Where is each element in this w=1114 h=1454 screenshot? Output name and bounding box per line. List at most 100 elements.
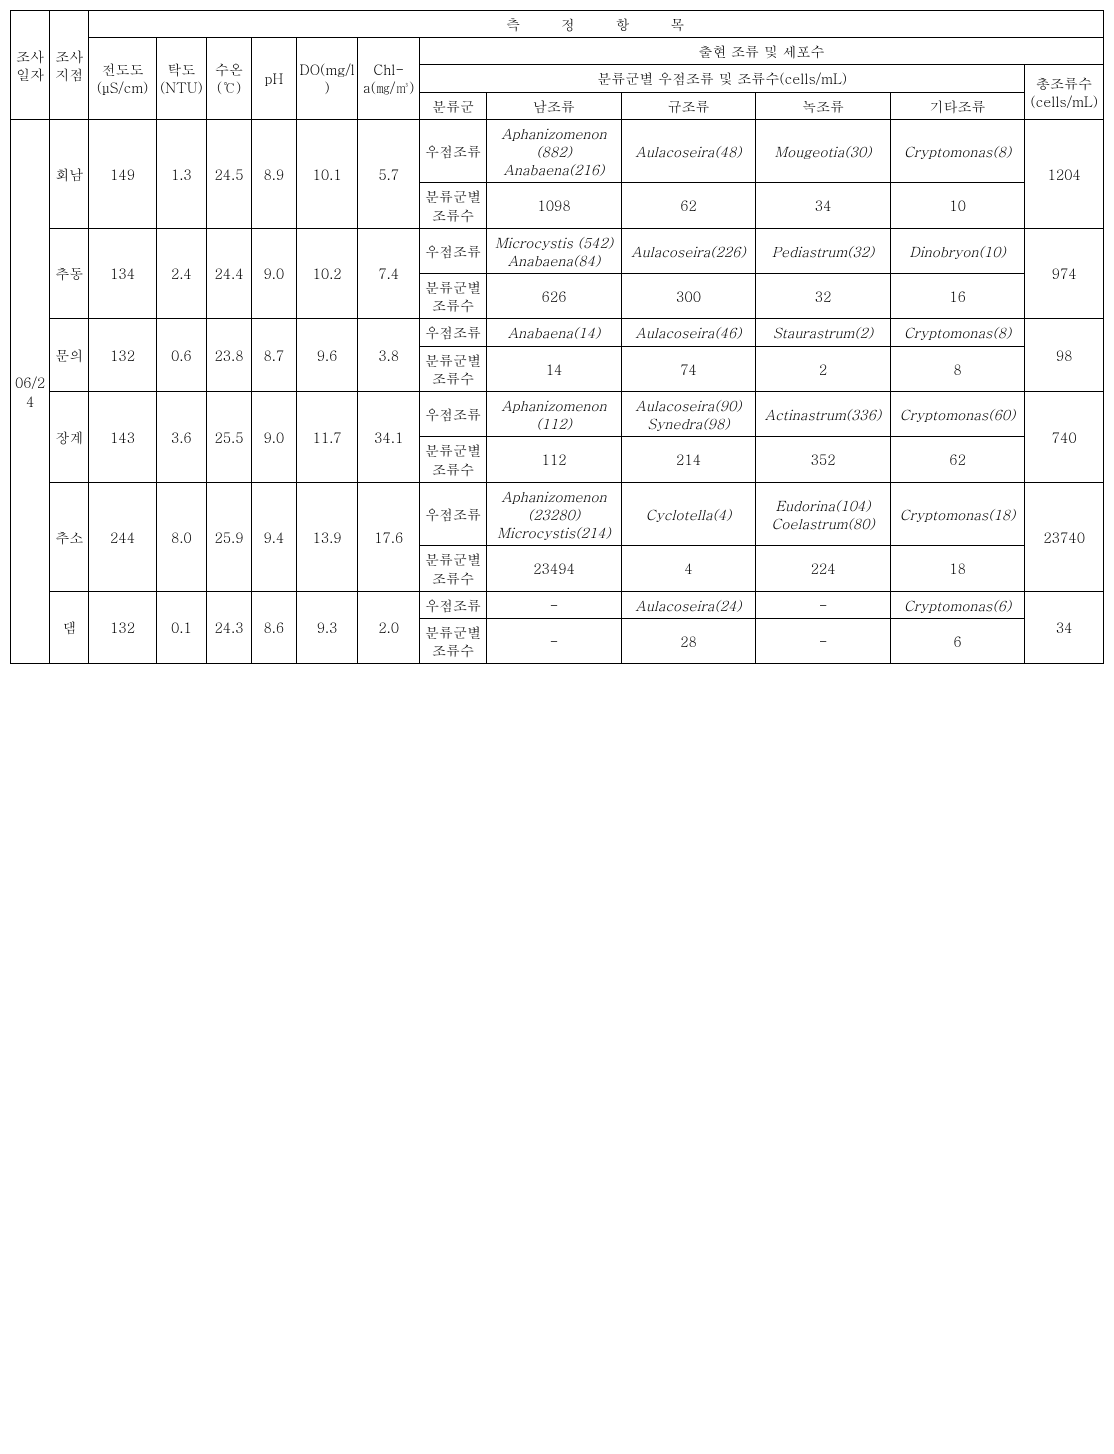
hdr-dominant-by-group: 분류군별 우점조류 및 조류수(cells/mL) [420, 65, 1025, 92]
cell-count-cyano: - [487, 618, 622, 663]
hdr-survey-date: 조사일자 [11, 11, 50, 120]
cell-point: 문의 [50, 319, 89, 392]
hdr-other-algae: 기타조류 [890, 92, 1025, 119]
cell-count-green: - [756, 618, 891, 663]
cell-water-temp: 23.8 [207, 319, 252, 392]
algae-measurement-table: 조사일자 조사지점 측 정 항 목 전도도(μS/cm) 탁도(NTU) 수온(… [10, 10, 1104, 664]
cell-count-other: 62 [890, 437, 1025, 482]
cell-count-other: 6 [890, 618, 1025, 663]
cell-dominant-diatom: Aulacoseira(90) Synedra(98) [621, 392, 756, 437]
cell-dominant-green: Pediastrum(32) [756, 228, 891, 273]
cell-turbidity: 0.1 [156, 591, 206, 664]
cell-dominant-cyano: Aphanizomenon (23280) Microcystis(214) [487, 482, 622, 546]
cell-water-temp: 24.5 [207, 119, 252, 228]
hdr-turbidity: 탁도(NTU) [156, 38, 206, 120]
cell-dominant-green: - [756, 591, 891, 618]
cell-dominant-other: Cryptomonas(60) [890, 392, 1025, 437]
cell-water-temp: 24.3 [207, 591, 252, 664]
cell-do: 9.6 [296, 319, 358, 392]
cell-dominant-other: Cryptomonas(18) [890, 482, 1025, 546]
cell-count-other: 16 [890, 274, 1025, 319]
cell-dominant-other: Dinobryon(10) [890, 228, 1025, 273]
cell-count-other: 10 [890, 183, 1025, 228]
cell-count-cyano: 1098 [487, 183, 622, 228]
cell-total: 974 [1025, 228, 1104, 319]
cell-conductivity: 134 [89, 228, 156, 319]
hdr-conductivity: 전도도(μS/cm) [89, 38, 156, 120]
cell-chla: 5.7 [358, 119, 420, 228]
cell-conductivity: 132 [89, 591, 156, 664]
cell-count-diatom: 300 [621, 274, 756, 319]
cell-dominant-cyano: Aphanizomenon (112) [487, 392, 622, 437]
cell-row-label: 분류군별조류수 [420, 274, 487, 319]
cell-dominant-green: Actinastrum(336) [756, 392, 891, 437]
cell-count-green: 34 [756, 183, 891, 228]
cell-count-diatom: 214 [621, 437, 756, 482]
cell-turbidity: 3.6 [156, 392, 206, 483]
cell-count-other: 8 [890, 346, 1025, 391]
hdr-chla: Chl-a(㎎/㎥) [358, 38, 420, 120]
cell-row-label: 분류군별조류수 [420, 618, 487, 663]
cell-dominant-other: Cryptomonas(8) [890, 319, 1025, 346]
hdr-total-algae: 총조류수(cells/mL) [1025, 65, 1104, 119]
cell-do: 10.2 [296, 228, 358, 319]
cell-conductivity: 149 [89, 119, 156, 228]
cell-dominant-other: Cryptomonas(6) [890, 591, 1025, 618]
cell-ph: 9.0 [251, 228, 296, 319]
cell-row-label: 우점조류 [420, 228, 487, 273]
cell-dominant-cyano: Anabaena(14) [487, 319, 622, 346]
cell-ph: 9.0 [251, 392, 296, 483]
cell-count-cyano: 626 [487, 274, 622, 319]
cell-dominant-cyano: Microcystis (542) Anabaena(84) [487, 228, 622, 273]
cell-count-green: 224 [756, 546, 891, 591]
cell-count-cyano: 23494 [487, 546, 622, 591]
cell-row-label: 우점조류 [420, 319, 487, 346]
hdr-diatom: 규조류 [621, 92, 756, 119]
cell-count-diatom: 28 [621, 618, 756, 663]
cell-total: 23740 [1025, 482, 1104, 591]
cell-turbidity: 8.0 [156, 482, 206, 591]
cell-count-cyano: 14 [487, 346, 622, 391]
cell-row-label: 분류군별조류수 [420, 183, 487, 228]
cell-point: 추소 [50, 482, 89, 591]
cell-total: 1204 [1025, 119, 1104, 228]
cell-chla: 2.0 [358, 591, 420, 664]
cell-point: 장계 [50, 392, 89, 483]
hdr-cyanobacteria: 남조류 [487, 92, 622, 119]
cell-dominant-cyano: - [487, 591, 622, 618]
cell-count-cyano: 112 [487, 437, 622, 482]
hdr-do: DO(mg/l) [296, 38, 358, 120]
cell-ph: 9.4 [251, 482, 296, 591]
cell-dominant-diatom: Aulacoseira(46) [621, 319, 756, 346]
cell-dominant-diatom: Cyclotella(4) [621, 482, 756, 546]
cell-water-temp: 25.5 [207, 392, 252, 483]
hdr-water-temp: 수온(℃) [207, 38, 252, 120]
cell-point: 댐 [50, 591, 89, 664]
cell-chla: 17.6 [358, 482, 420, 591]
cell-ph: 8.6 [251, 591, 296, 664]
cell-ph: 8.9 [251, 119, 296, 228]
cell-dominant-green: Staurastrum(2) [756, 319, 891, 346]
hdr-green-algae: 녹조류 [756, 92, 891, 119]
cell-count-diatom: 62 [621, 183, 756, 228]
cell-do: 11.7 [296, 392, 358, 483]
cell-row-label: 우점조류 [420, 591, 487, 618]
cell-dominant-green: Mougeotia(30) [756, 119, 891, 183]
cell-conductivity: 244 [89, 482, 156, 591]
cell-water-temp: 25.9 [207, 482, 252, 591]
hdr-ph: pH [251, 38, 296, 120]
cell-ph: 8.7 [251, 319, 296, 392]
cell-water-temp: 24.4 [207, 228, 252, 319]
cell-dominant-diatom: Aulacoseira(226) [621, 228, 756, 273]
cell-count-green: 352 [756, 437, 891, 482]
cell-do: 9.3 [296, 591, 358, 664]
cell-total: 740 [1025, 392, 1104, 483]
cell-do: 10.1 [296, 119, 358, 228]
cell-point: 회남 [50, 119, 89, 228]
cell-count-diatom: 74 [621, 346, 756, 391]
cell-turbidity: 2.4 [156, 228, 206, 319]
cell-dominant-diatom: Aulacoseira(24) [621, 591, 756, 618]
cell-dominant-cyano: Aphanizomenon (882) Anabaena(216) [487, 119, 622, 183]
cell-turbidity: 0.6 [156, 319, 206, 392]
hdr-algae-cells: 출현 조류 및 세포수 [420, 38, 1104, 65]
